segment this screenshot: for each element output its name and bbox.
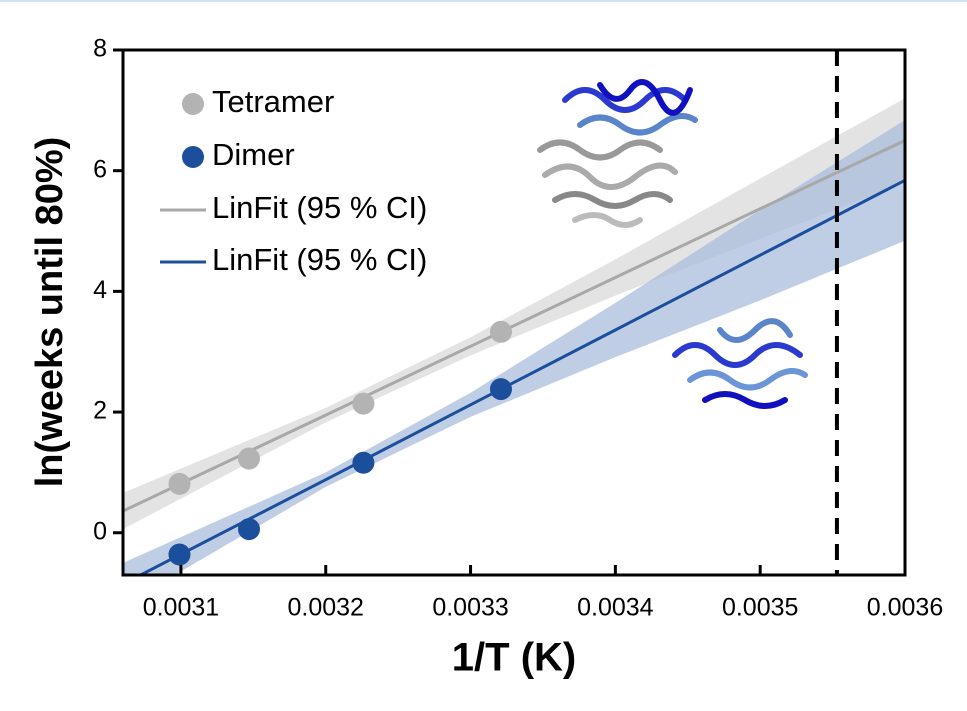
data-point	[489, 378, 512, 401]
plot-content	[123, 98, 905, 575]
data-point	[352, 451, 375, 474]
x-tick-label: 0.0032	[288, 594, 364, 622]
data-point	[489, 320, 512, 343]
x-axis-title: 1/T (K)	[452, 636, 576, 680]
legend-label: Dimer	[212, 137, 295, 172]
x-tick-label: 0.0036	[867, 594, 943, 622]
legend-label: Tetramer	[212, 84, 334, 119]
y-tick-label: 6	[93, 155, 107, 183]
y-tick-label: 2	[93, 397, 107, 425]
confidence-band	[123, 98, 905, 530]
data-point	[168, 543, 191, 566]
y-axis-title: ln(weeks until 80%)	[29, 137, 71, 488]
tetramer-image	[537, 79, 698, 228]
x-tick-label: 0.0031	[143, 594, 219, 622]
data-point	[237, 447, 260, 470]
dimer-image	[672, 318, 808, 409]
legend-label: LinFit (95 % CI)	[212, 242, 427, 277]
plot-frame	[121, 48, 907, 577]
legend-marker	[182, 146, 204, 168]
data-point	[168, 472, 191, 495]
y-tick-label: 8	[93, 35, 107, 63]
y-tick-label: 0	[93, 517, 107, 545]
data-point	[237, 518, 260, 541]
legend-marker	[182, 93, 204, 115]
y-tick-label: 4	[93, 276, 107, 304]
data-point	[352, 392, 375, 415]
fit-line	[137, 179, 905, 575]
fit-line	[123, 139, 905, 513]
x-tick-label: 0.0035	[722, 594, 798, 622]
confidence-band	[123, 120, 905, 575]
x-tick-label: 0.0033	[432, 594, 508, 622]
x-tick-label: 0.0034	[577, 594, 654, 622]
legend-label: LinFit (95 % CI)	[212, 190, 427, 225]
